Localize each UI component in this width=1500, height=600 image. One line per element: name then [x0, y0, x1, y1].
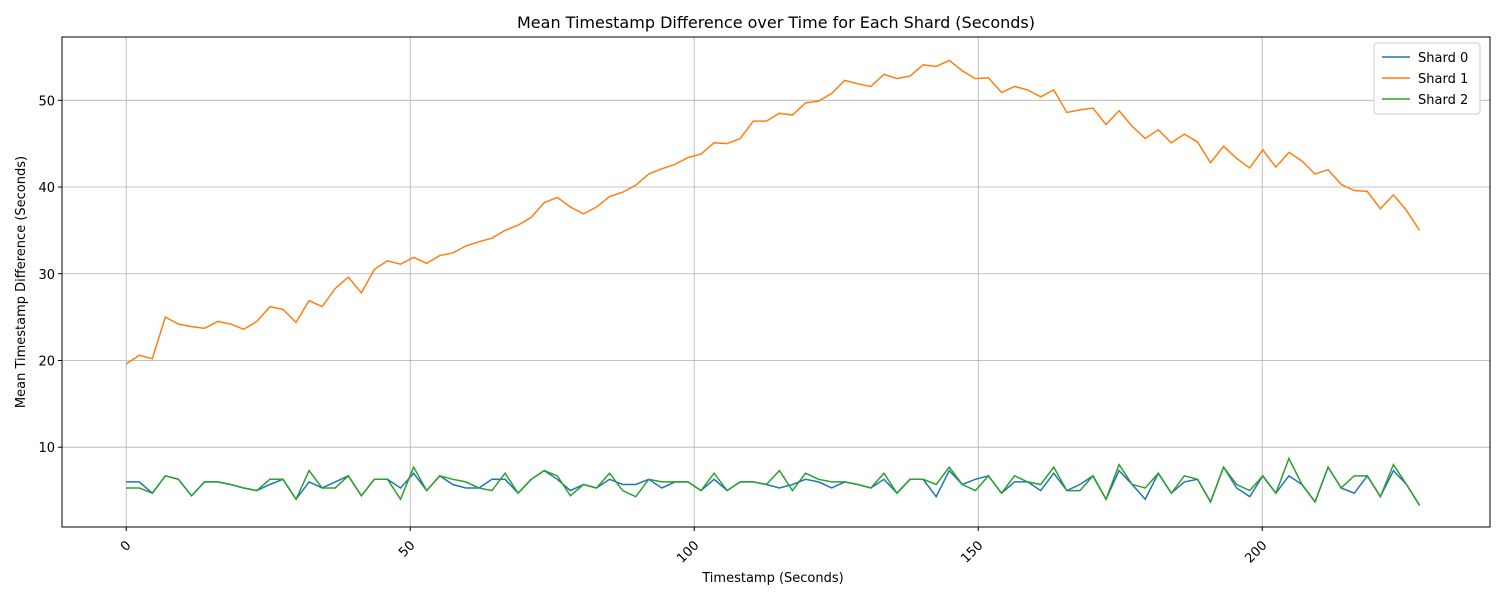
grid [62, 37, 1490, 527]
y-axis-label: Mean Timestamp Difference (Seconds) [14, 156, 29, 408]
series-line [125, 59, 1421, 365]
chart-title: Mean Timestamp Difference over Time for … [517, 13, 1035, 32]
x-tick-label: 50 [396, 538, 418, 560]
x-tick-label: 150 [958, 538, 986, 566]
y-tick-label: 20 [38, 354, 55, 369]
y-tick-label: 10 [38, 441, 55, 456]
legend-label: Shard 1 [1418, 72, 1468, 87]
y-tick-label: 40 [38, 181, 55, 196]
y-tick-label: 50 [38, 94, 55, 109]
plot-frame [61, 36, 1491, 528]
legend: Shard 0 Shard 1 Shard 2 [1373, 42, 1481, 115]
legend-label: Shard 2 [1418, 93, 1468, 108]
x-axis-label: Timestamp (Seconds) [701, 571, 843, 586]
legend-box [1373, 42, 1481, 115]
legend-label: Shard 0 [1418, 51, 1468, 66]
series-line [126, 456, 1421, 506]
x-tick-label: 200 [1242, 538, 1270, 566]
lines [125, 59, 1421, 506]
x-tick-label: 0 [118, 538, 134, 554]
x-tick-label: 100 [674, 538, 702, 566]
y-tick-label: 30 [38, 268, 55, 283]
